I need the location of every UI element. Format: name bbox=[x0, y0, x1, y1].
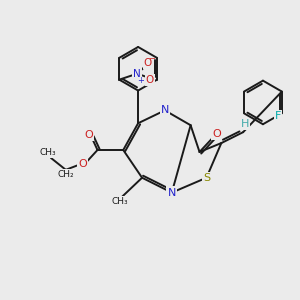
Text: N: N bbox=[133, 69, 141, 79]
Text: O: O bbox=[212, 129, 221, 139]
Text: CH₂: CH₂ bbox=[58, 170, 74, 179]
Text: CH₃: CH₃ bbox=[40, 148, 56, 158]
Text: O: O bbox=[78, 159, 87, 169]
Text: −: − bbox=[148, 54, 155, 63]
Text: +: + bbox=[138, 76, 145, 85]
Text: N: N bbox=[161, 105, 169, 116]
Text: CH₃: CH₃ bbox=[112, 197, 129, 206]
Text: O: O bbox=[146, 75, 154, 85]
Text: H: H bbox=[241, 119, 249, 129]
Text: S: S bbox=[203, 173, 210, 183]
Text: O: O bbox=[144, 58, 152, 68]
Text: N: N bbox=[168, 188, 176, 198]
Text: O: O bbox=[84, 130, 93, 140]
Text: F: F bbox=[275, 111, 281, 121]
